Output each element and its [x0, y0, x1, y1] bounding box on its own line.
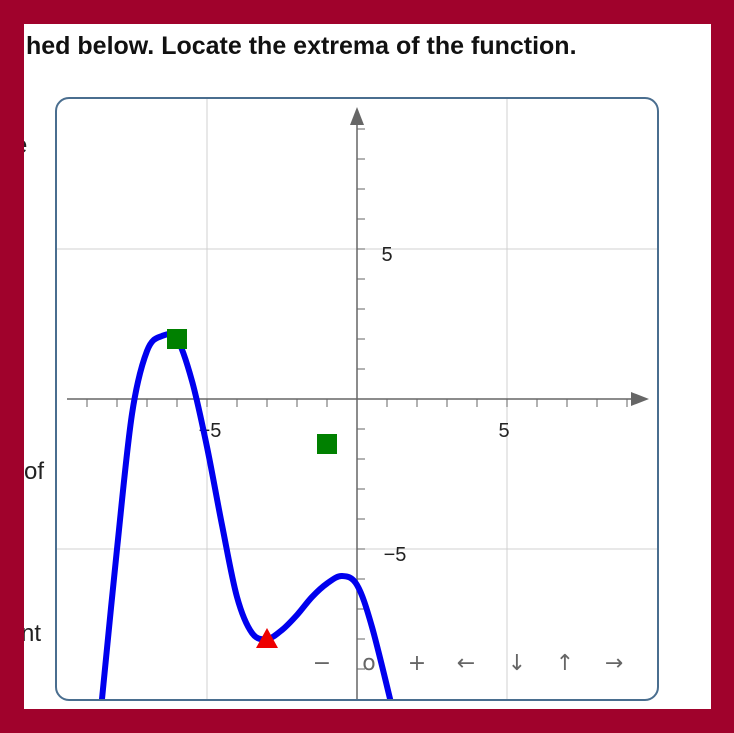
zoom-out-button[interactable]: −: [312, 651, 332, 676]
y-tick-label: −5: [384, 544, 407, 566]
reset-button[interactable]: o: [362, 651, 376, 676]
side-text-fragment: nt: [24, 620, 57, 648]
side-text-fragment: e: [24, 132, 46, 160]
pan-left-button[interactable]: ←: [456, 651, 476, 676]
x-axis-arrow: [631, 392, 649, 406]
instructions-text: hed below. Locate the extrema of the fun…: [26, 32, 577, 60]
local-max-marker[interactable]: [167, 329, 187, 349]
graph-canvas[interactable]: −5 55−5: [57, 99, 657, 699]
side-text: of: [24, 458, 45, 485]
side-text-fragment: of: [24, 458, 57, 486]
y-axis-arrow: [350, 107, 364, 125]
zoom-in-button[interactable]: +: [407, 651, 427, 676]
y-tick-label: 5: [381, 244, 392, 266]
side-text: nt: [24, 620, 42, 647]
side-text: e: [24, 132, 27, 159]
graph-panel[interactable]: −5 5 5 −5 − o + ← ↓ ↑ →: [55, 97, 659, 701]
pan-right-button[interactable]: →: [604, 651, 624, 676]
function-curve: [99, 330, 394, 699]
local-min-marker[interactable]: [256, 628, 278, 648]
x-tick-label: 5: [498, 420, 509, 442]
placed-marker[interactable]: [317, 434, 337, 454]
pan-up-button[interactable]: ↑: [555, 651, 575, 676]
content-frame: hed below. Locate the extrema of the fun…: [24, 24, 711, 709]
pan-down-button[interactable]: ↓: [507, 651, 527, 676]
